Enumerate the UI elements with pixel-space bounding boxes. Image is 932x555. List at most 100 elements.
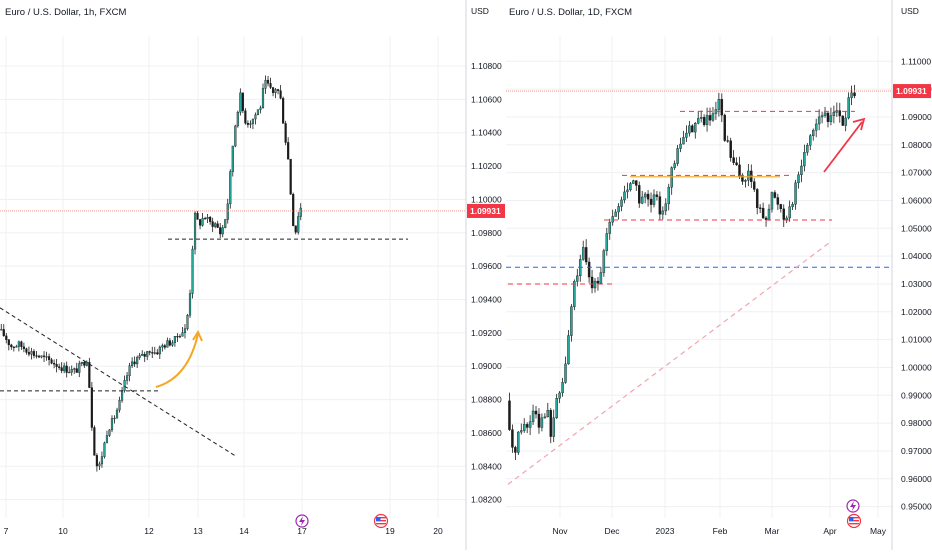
last-price-label: 1.09931	[470, 206, 501, 216]
candle	[229, 171, 232, 205]
candle	[22, 346, 25, 349]
candle	[682, 137, 685, 145]
x-tick-label: 12	[144, 526, 154, 536]
us-flag-icon[interactable]	[373, 513, 389, 529]
candle	[151, 352, 154, 354]
candle	[156, 352, 159, 355]
candle	[658, 196, 662, 215]
candle	[178, 336, 182, 338]
candle	[596, 280, 600, 284]
candle	[814, 123, 818, 131]
candle	[58, 366, 61, 368]
candle	[779, 204, 783, 210]
candle	[47, 356, 51, 360]
candle	[251, 118, 255, 124]
candle	[803, 152, 806, 167]
candle	[42, 355, 46, 357]
candle	[25, 348, 28, 353]
candle	[17, 341, 20, 347]
candle	[123, 380, 126, 391]
candle	[590, 276, 594, 289]
candle	[282, 97, 285, 124]
y-tick-label: 1.09000	[471, 361, 502, 371]
y-tick-label: 1.11000	[901, 56, 931, 66]
candle	[847, 97, 850, 119]
candle	[85, 361, 88, 366]
candle	[211, 221, 214, 227]
candle	[10, 344, 13, 348]
candle	[573, 281, 576, 307]
up-arrow-head	[852, 117, 866, 131]
candle	[514, 447, 517, 453]
candle	[168, 340, 171, 346]
candle	[517, 431, 520, 453]
candle	[638, 185, 641, 204]
candle	[266, 79, 270, 84]
x-tick-label: 7	[4, 526, 9, 536]
candle	[126, 375, 129, 381]
candle	[131, 361, 134, 366]
candle	[581, 247, 585, 260]
us-flag-icon[interactable]	[846, 513, 862, 529]
candle	[661, 210, 665, 215]
y-tick-label: 1.08000	[901, 140, 932, 150]
candle	[694, 123, 697, 133]
candle	[50, 359, 53, 364]
candle	[705, 115, 709, 125]
candle	[161, 345, 164, 348]
candle	[274, 89, 277, 94]
x-tick-label: 2023	[656, 526, 675, 536]
candle	[652, 194, 656, 205]
candle	[191, 248, 194, 294]
hourly-chart-panel[interactable]: 1.10800 1.10600 1.10400 1.10200 1.10000 1.098…	[0, 0, 505, 550]
candle	[546, 410, 550, 418]
candle	[196, 212, 199, 220]
candle	[617, 206, 620, 213]
candle	[844, 117, 847, 126]
y-tick-label: 1.05000	[901, 223, 932, 233]
candle	[646, 193, 650, 200]
y-tick-label: 1.08800	[471, 395, 502, 405]
y-tick-label: 1.09800	[471, 228, 502, 238]
candle	[688, 125, 691, 134]
candle	[221, 227, 224, 235]
candle	[284, 123, 287, 143]
candle	[791, 204, 794, 207]
candle	[45, 356, 48, 358]
candle	[764, 217, 768, 220]
candle	[224, 219, 227, 228]
candle	[673, 163, 676, 168]
candle	[244, 110, 247, 124]
candle	[788, 206, 791, 219]
candle	[120, 390, 124, 401]
candle	[264, 79, 267, 89]
daily-chart-title: Euro / U.S. Dollar, 1D, FXCM	[509, 7, 632, 18]
candle	[53, 363, 56, 365]
candle	[254, 114, 257, 120]
daily-chart-panel[interactable]: 1.110001.100001.090001.080001.070001.060…	[506, 0, 932, 550]
lightning-icon[interactable]	[846, 499, 860, 513]
candle	[770, 192, 774, 210]
y-tick-label: 0.99000	[901, 390, 932, 400]
candle	[158, 346, 161, 355]
candle	[138, 355, 141, 358]
candle	[269, 83, 272, 88]
y-tick-label: 1.10600	[471, 94, 502, 104]
candle	[758, 207, 762, 209]
candle	[794, 182, 797, 205]
y-tick-label: 1.09200	[471, 328, 502, 338]
candle	[113, 417, 116, 420]
candle	[614, 211, 617, 217]
y-tick-label: 1.10200	[471, 161, 502, 171]
candle	[584, 247, 588, 263]
candle	[70, 369, 73, 373]
candle	[226, 203, 229, 220]
candle	[723, 114, 726, 141]
lightning-icon[interactable]	[295, 514, 309, 528]
candle	[602, 250, 606, 273]
candle	[676, 148, 679, 164]
candle	[785, 217, 788, 220]
x-tick-label: Apr	[823, 526, 836, 536]
candle	[782, 208, 785, 220]
